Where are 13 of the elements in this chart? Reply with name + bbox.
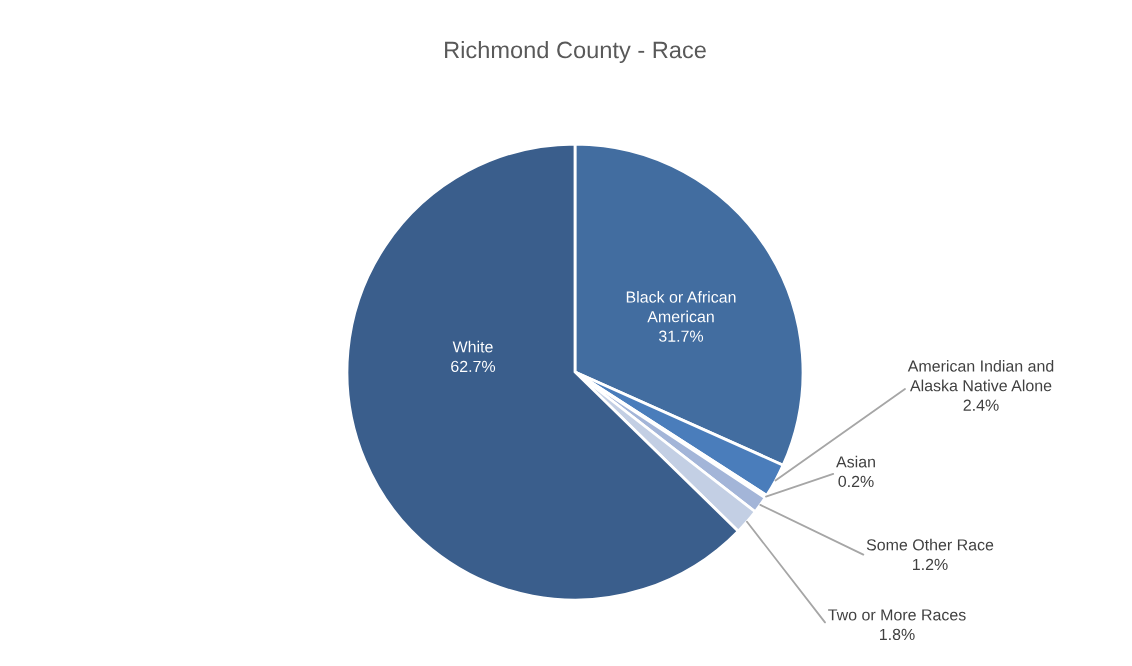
chart-title: Richmond County - Race	[445, 41, 706, 63]
data-label: 1.8%	[880, 628, 915, 641]
data-label: 62.7%	[451, 360, 496, 373]
data-label: 0.2%	[838, 475, 874, 488]
slice-label: Black or African American	[626, 291, 736, 323]
data-label: 1.2%	[913, 558, 948, 570]
slice-label: White	[452, 340, 493, 353]
slice-label: American Indian and Alaska Native Alone	[907, 360, 1054, 392]
slice-label: Two or More Races	[828, 609, 966, 621]
slice-label: Some Other Race	[866, 538, 994, 551]
data-label: 2.4%	[963, 399, 999, 411]
data-label: 31.7%	[658, 330, 704, 342]
slice-label: Asian	[836, 455, 875, 468]
